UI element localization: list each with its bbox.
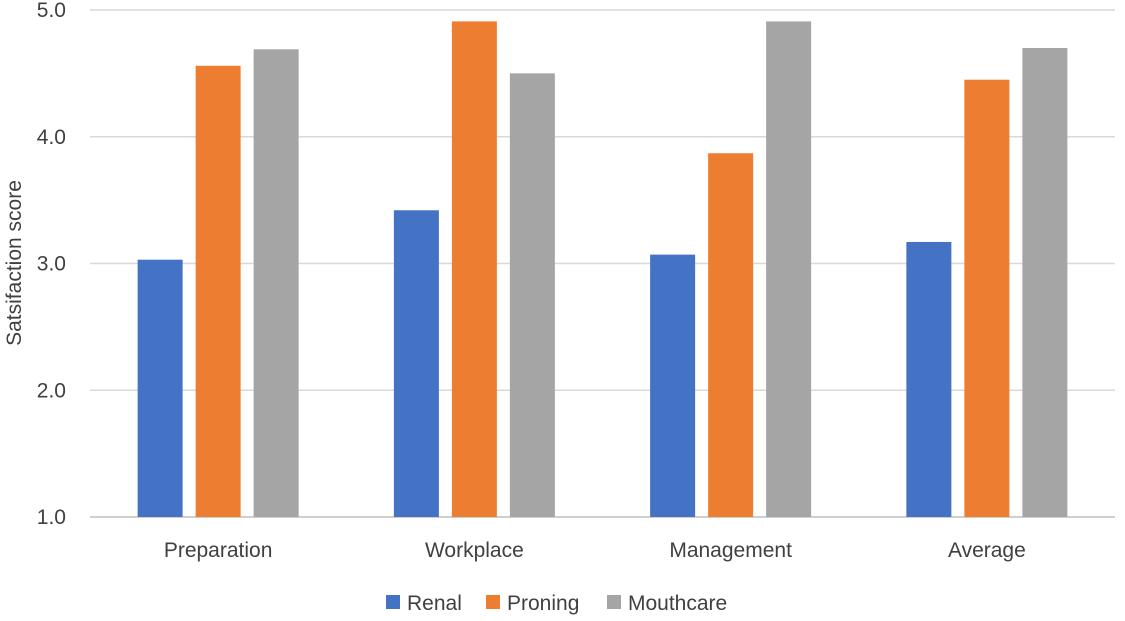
y-tick-label: 4.0 bbox=[37, 126, 66, 149]
legend-label-proning: Proning bbox=[507, 592, 579, 615]
gridlines bbox=[90, 9, 1115, 518]
bar-mouthcare-preparation bbox=[253, 49, 299, 517]
bar-renal-average bbox=[906, 241, 952, 517]
y-tick-label: 3.0 bbox=[37, 253, 66, 276]
bar-mouthcare-management bbox=[766, 21, 812, 517]
y-tick-label: 1.0 bbox=[37, 506, 66, 529]
bar-renal-preparation bbox=[137, 259, 183, 517]
bar-renal-management bbox=[650, 254, 696, 517]
legend-label-mouthcare: Mouthcare bbox=[628, 592, 727, 615]
x-category-label: Preparation bbox=[164, 539, 273, 562]
bar-proning-management bbox=[708, 153, 754, 518]
x-category-label: Management bbox=[669, 539, 792, 562]
bar-proning-preparation bbox=[195, 65, 241, 518]
x-category-label: Workplace bbox=[425, 539, 524, 562]
bar-mouthcare-average bbox=[1022, 48, 1068, 518]
bars bbox=[137, 21, 1068, 518]
x-axis-categories: Preparation Workplace Management Average bbox=[164, 539, 1026, 562]
y-tick-label: 2.0 bbox=[37, 379, 66, 402]
bar-renal-workplace bbox=[393, 210, 439, 517]
y-axis-title: Satsifaction score bbox=[3, 180, 26, 346]
legend-swatch-renal bbox=[386, 595, 400, 609]
bar-mouthcare-workplace bbox=[509, 73, 555, 517]
legend: Renal Proning Mouthcare bbox=[386, 592, 727, 615]
bar-proning-average bbox=[964, 79, 1010, 518]
y-axis-ticks: 1.0 2.0 3.0 4.0 5.0 bbox=[37, 0, 66, 529]
legend-label-renal: Renal bbox=[407, 592, 462, 615]
bar-proning-workplace bbox=[451, 21, 497, 517]
legend-swatch-proning bbox=[486, 595, 500, 609]
legend-swatch-mouthcare bbox=[607, 595, 621, 609]
x-category-label: Average bbox=[948, 539, 1026, 562]
y-tick-label: 5.0 bbox=[37, 0, 66, 22]
